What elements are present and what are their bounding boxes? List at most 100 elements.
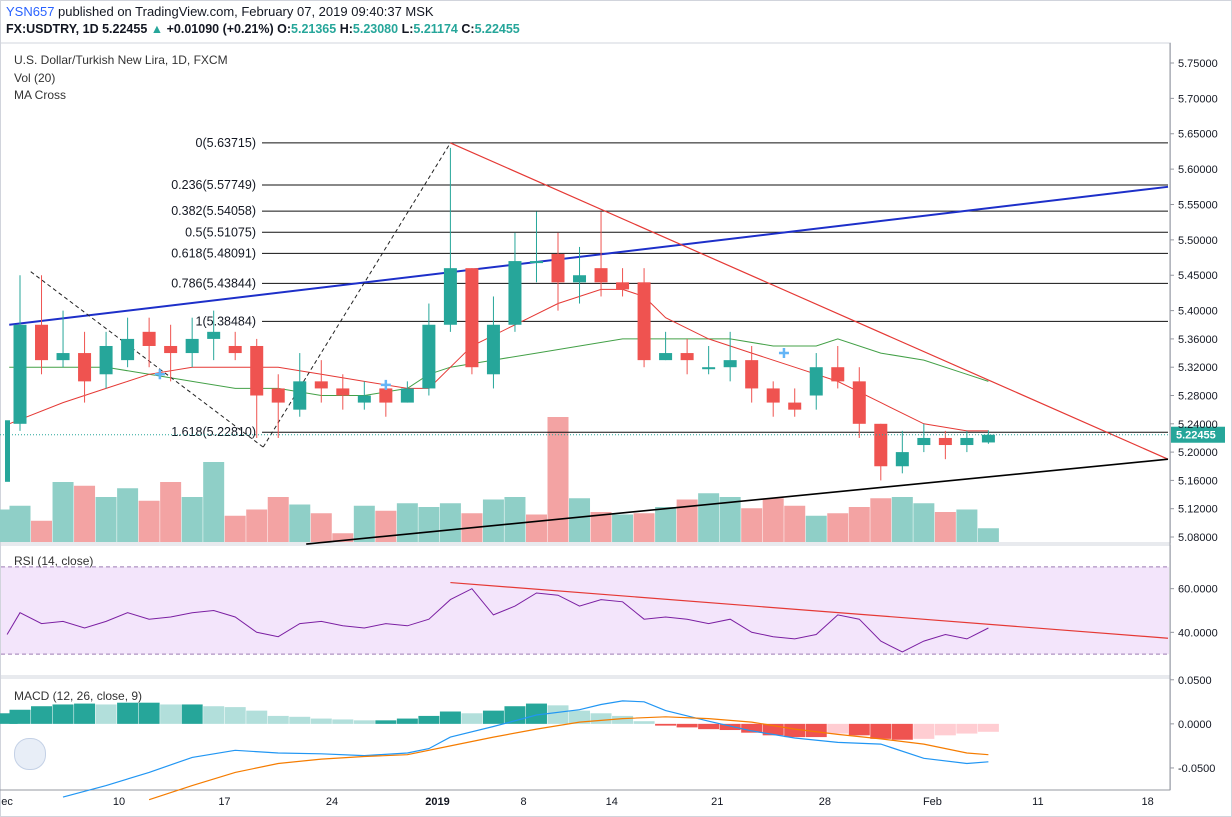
macd-histogram-bar — [52, 704, 74, 724]
username-link[interactable]: YSN657 — [6, 4, 55, 19]
volume-bar — [698, 493, 720, 542]
macd-histogram-bar — [117, 702, 139, 724]
macd-histogram-bar — [74, 703, 96, 724]
fib-level-label: 0.236(5.57749) — [171, 178, 256, 192]
volume-bar — [870, 498, 892, 542]
time-tick-label: 18 — [1142, 796, 1154, 808]
macd-histogram-bar — [762, 723, 784, 736]
published-text: published on TradingView.com, February 0… — [58, 4, 434, 19]
volume-bar — [246, 509, 268, 542]
candle-body — [357, 395, 371, 403]
dashed-projection-line — [262, 142, 451, 448]
candle-body — [400, 388, 414, 403]
macd-histogram-bar — [655, 723, 677, 726]
candle-body — [99, 345, 113, 375]
volume-bar — [827, 513, 849, 542]
macd-histogram-bar — [267, 715, 289, 724]
price-tick-label: 5.65000 — [1178, 129, 1218, 141]
candle-body — [551, 254, 565, 283]
macd-histogram-bar — [913, 723, 935, 739]
candle-body — [486, 324, 500, 375]
volume-bar — [676, 499, 698, 542]
volume-study-label[interactable]: Vol (20) — [14, 71, 56, 85]
macd-pane-title[interactable]: MACD (12, 26, close, 9) — [14, 689, 143, 703]
volume-bar — [375, 510, 397, 542]
macd-histogram-bar — [439, 711, 461, 724]
ma-cross-study-label[interactable]: MA Cross — [14, 88, 67, 102]
macd-histogram-bar — [569, 710, 591, 724]
time-tick-label: 2019 — [425, 796, 449, 808]
candle-body — [573, 275, 587, 283]
volume-bar — [117, 488, 139, 542]
candle-body — [465, 268, 479, 368]
macd-histogram-bar — [482, 710, 504, 724]
rsi-trend-line — [450, 581, 1169, 639]
volume-bar — [95, 497, 117, 542]
macd-histogram-bar — [633, 721, 655, 724]
macd-histogram-bar — [9, 709, 31, 724]
candle-body — [314, 381, 328, 389]
macd-histogram-bar — [525, 703, 547, 724]
candle-body — [917, 437, 931, 446]
candle-body — [185, 338, 199, 354]
volume-bar — [655, 507, 677, 542]
volume-bar — [547, 417, 569, 542]
candle-body — [13, 324, 27, 424]
rsi-pane-title[interactable]: RSI (14, close) — [14, 554, 94, 568]
volume-bar — [977, 528, 999, 542]
open-label: O: — [277, 22, 292, 36]
volume-bar — [504, 497, 526, 542]
candle-body — [35, 324, 49, 361]
candle-body — [852, 381, 866, 424]
macd-histogram-bar — [934, 723, 956, 736]
macd-histogram-bar — [95, 704, 117, 724]
cross-marker-icon — [380, 379, 391, 390]
candle-body — [336, 388, 350, 396]
time-tick-label: 10 — [113, 796, 125, 808]
candle-body — [271, 388, 285, 403]
close-value: 5.22455 — [474, 22, 520, 36]
time-tick-label: 28 — [819, 796, 831, 808]
volume-bar — [891, 497, 913, 542]
candle-body — [293, 381, 307, 410]
macd-histogram-bar — [203, 706, 225, 724]
change-value: +0.01090 (+0.21%) — [166, 22, 274, 36]
last-price-tag-label: 5.22455 — [1176, 430, 1216, 442]
low-label: L: — [401, 22, 414, 36]
volume-bar — [762, 498, 784, 542]
candle-body — [895, 452, 909, 467]
volume-bar — [848, 507, 870, 542]
volume-bar — [224, 515, 246, 542]
macd-line — [62, 700, 989, 798]
close-label: C: — [461, 22, 475, 36]
fib-level-label: 0.786(5.43844) — [171, 276, 256, 290]
volume-bar — [203, 462, 225, 542]
macd-tick-label: 0.0000 — [1178, 719, 1212, 731]
candle-body — [78, 353, 92, 382]
candle-body — [938, 437, 952, 446]
time-tick-label: 24 — [326, 796, 338, 808]
candle-body — [142, 331, 156, 346]
tradingview-logo-icon — [14, 738, 46, 770]
macd-histogram-bar — [805, 723, 827, 738]
candle-body — [121, 338, 135, 361]
volume-bar — [267, 497, 289, 542]
price-tick-label: 5.75000 — [1178, 58, 1218, 70]
price-tick-label: 5.40000 — [1178, 306, 1218, 318]
candle-body — [379, 388, 393, 403]
candle-body — [745, 360, 759, 389]
candle-body — [422, 324, 436, 389]
macd-histogram-bar — [891, 723, 913, 740]
volume-bar — [160, 482, 182, 542]
fib-level-label: 0.382(5.54058) — [171, 204, 256, 218]
time-tick-label: 11 — [1032, 796, 1043, 808]
macd-histogram-bar — [827, 723, 849, 734]
candle-body — [637, 282, 651, 361]
volume-bar — [784, 505, 806, 542]
volume-bar — [805, 515, 827, 542]
volume-bar — [289, 504, 311, 542]
candle-body — [529, 261, 543, 264]
price-tick-label: 5.36000 — [1178, 334, 1218, 346]
